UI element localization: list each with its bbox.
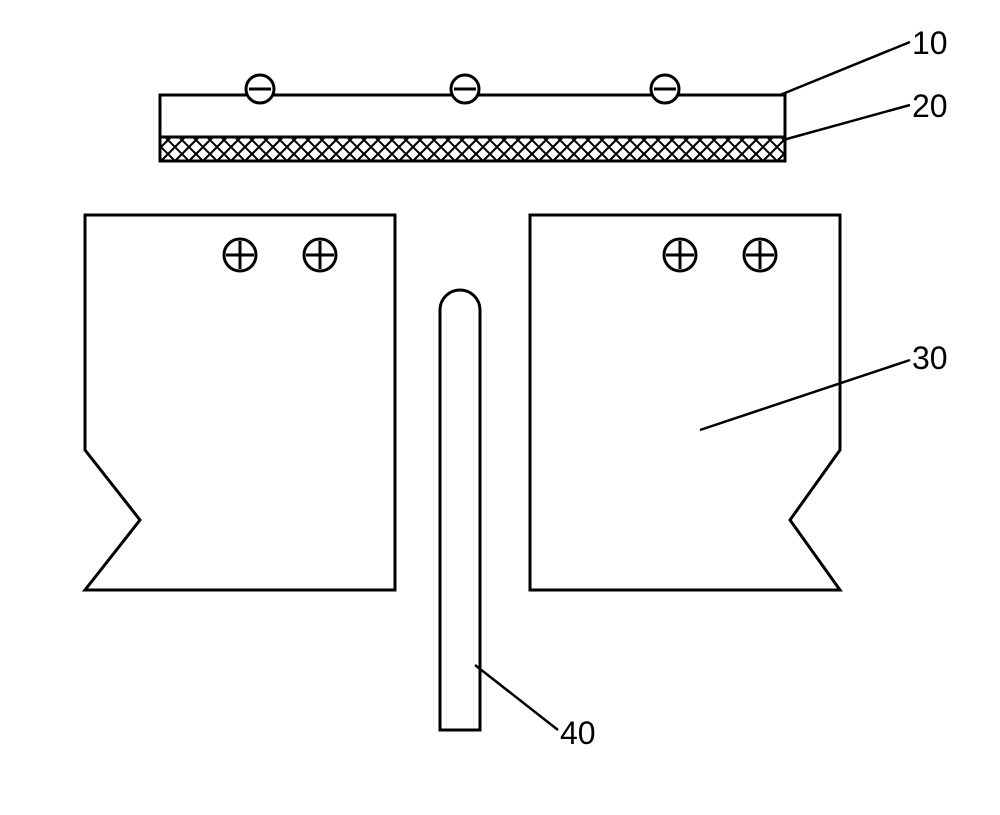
label-20: 20 [912,88,948,125]
hatched-layer [160,137,785,161]
label-30: 30 [912,340,948,377]
label-10: 10 [912,25,948,62]
leader-0 [780,42,910,95]
leader-1 [783,105,910,140]
technical-diagram [0,0,1000,815]
label-40: 40 [560,715,596,752]
leader-2 [700,360,910,430]
center-rod [440,290,480,730]
leader-3 [475,665,558,730]
drawing-group [85,42,910,730]
